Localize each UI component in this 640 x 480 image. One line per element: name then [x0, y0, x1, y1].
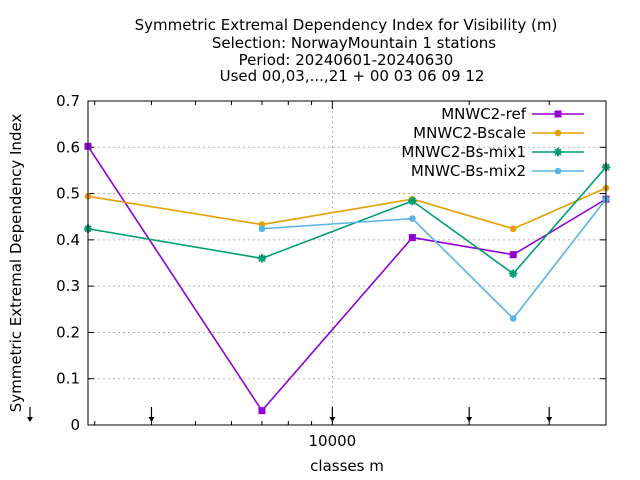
legend-item: MNWC-Bs-mix2	[411, 162, 584, 180]
y-axis-label: Symmetric Extremal Dependency Index	[7, 114, 25, 413]
x-axis-label: classes m	[310, 457, 384, 475]
series-line	[261, 198, 607, 320]
arrow-marker	[148, 407, 155, 422]
plot-frame	[87, 100, 607, 426]
point-marker	[554, 167, 562, 175]
point-marker	[410, 198, 415, 204]
legend-label: MNWC2-ref	[441, 105, 526, 123]
legend-item: MNWC2-Bs-mix1	[401, 143, 584, 161]
point-marker	[409, 215, 416, 222]
arrow-head	[546, 417, 553, 422]
legend-label: MNWC2-Bs-mix1	[401, 143, 526, 161]
point-marker	[259, 256, 265, 261]
arrow-marker	[27, 407, 33, 422]
title-line-1: Symmetric Extremal Dependency Index for …	[135, 16, 558, 34]
legend-item: MNWC2-Bscale	[413, 124, 584, 142]
grid	[88, 101, 606, 425]
series-1	[84, 184, 610, 233]
point-marker	[511, 271, 516, 276]
point-marker	[258, 225, 266, 233]
point-marker	[509, 251, 517, 259]
point-marker	[554, 110, 562, 118]
point-marker	[408, 234, 416, 242]
legend: MNWC2-refMNWC2-BscaleMNWC2-Bs-mix1MNWC-B…	[401, 105, 584, 180]
series-2	[83, 162, 611, 278]
point-marker	[509, 225, 517, 233]
y-tick-label: 0.7	[56, 92, 80, 110]
arrow-head	[27, 417, 33, 422]
series-0	[84, 142, 610, 415]
y-tick-label: 0.1	[56, 370, 80, 388]
point-marker	[555, 149, 561, 155]
arrow-marker	[546, 407, 553, 422]
y-tick-label: 0.3	[56, 277, 80, 295]
point-marker	[258, 407, 266, 415]
legend-label: MNWC-Bs-mix2	[411, 162, 526, 180]
title-line-2: Selection: NorwayMountain 1 stations	[212, 34, 496, 52]
arrow-head	[329, 417, 336, 422]
title-line-4: Used 00,03,...,21 + 00 03 06 09 12	[220, 67, 485, 85]
arrow-markers	[27, 407, 553, 422]
y-tick-label: 0.5	[56, 185, 80, 203]
y-tick-label: 0.2	[56, 323, 80, 341]
series-line	[87, 166, 607, 275]
legend-label: MNWC2-Bscale	[413, 124, 526, 142]
y-tick-label: 0.6	[56, 138, 80, 156]
y-tick-labels: 0 0.1 0.2 0.3 0.4 0.5 0.6 0.7	[56, 92, 80, 434]
series-3	[258, 195, 610, 322]
point-marker	[554, 129, 562, 137]
arrow-marker	[466, 407, 473, 422]
title-line-3: Period: 20240601-20240630	[239, 51, 454, 69]
legend-item: MNWC2-ref	[441, 105, 584, 123]
arrow-marker	[329, 407, 336, 422]
arrow-head	[466, 417, 473, 422]
series-line	[87, 145, 607, 412]
chart-title: Symmetric Extremal Dependency Index for …	[135, 16, 558, 85]
y-tick-label: 0.4	[56, 231, 80, 249]
point-marker	[509, 315, 517, 322]
x-tick-labels: 10000	[308, 432, 356, 450]
y-tick-label: 0	[70, 416, 80, 434]
x-tick-label: 10000	[308, 432, 356, 450]
arrow-head	[148, 417, 155, 422]
series-layer	[83, 142, 611, 415]
